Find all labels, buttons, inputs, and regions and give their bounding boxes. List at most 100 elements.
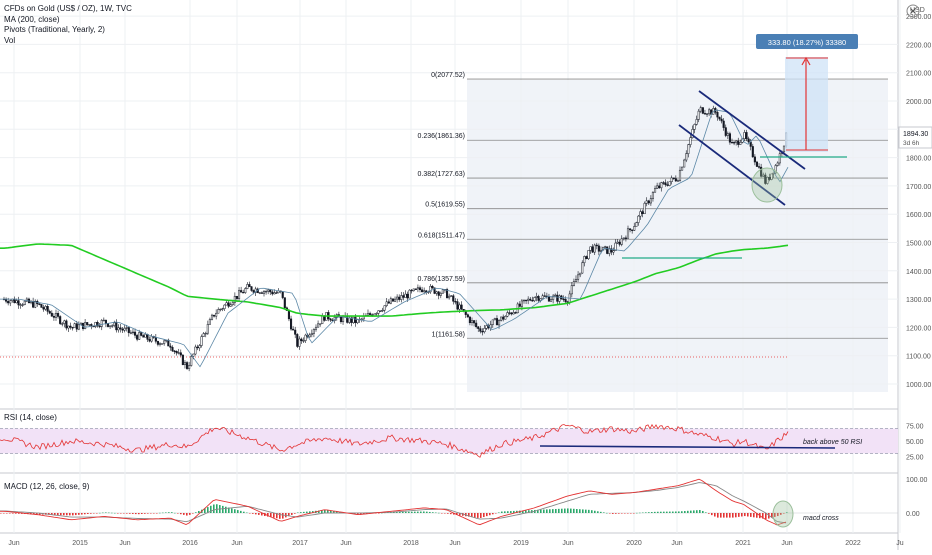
y-tick-label: 1300.00 [906, 297, 931, 304]
candle-body [564, 299, 567, 303]
candle-body [275, 292, 278, 294]
macd-histogram-bar [564, 508, 566, 513]
macd-histogram-bar [645, 512, 647, 513]
x-tick-label: 2015 [72, 540, 88, 547]
x-tick-label: 2022 [845, 540, 861, 547]
macd-histogram-bar [297, 512, 299, 513]
candle-body [720, 118, 723, 122]
macd-histogram-bar [381, 512, 383, 514]
fib-level-label: 1(1161.58) [432, 331, 465, 338]
candle-body [294, 329, 297, 335]
y-tick-label: 1100.00 [906, 354, 931, 361]
macd-histogram-bar [549, 509, 551, 513]
candle-body [468, 316, 471, 323]
candle-body [59, 316, 62, 324]
candle-body [747, 138, 750, 143]
macd-pane-label[interactable]: MACD (12, 26, close, 9) [4, 482, 90, 491]
x-tick-label: 2018 [403, 540, 419, 547]
fib-level-label: 0(2077.52) [431, 72, 465, 79]
candle-body [402, 295, 405, 298]
macd-histogram-bar [360, 513, 362, 515]
macd-histogram-bar [333, 511, 335, 513]
candle-body [631, 229, 634, 231]
macd-histogram-bar [600, 511, 602, 513]
fib-level-label: 0.618(1511.47) [418, 232, 465, 239]
macd-histogram-bar [96, 513, 98, 514]
macd-histogram-bar [405, 511, 407, 513]
candle-body [69, 325, 72, 328]
candle-body [262, 291, 266, 294]
macd-histogram-bar [444, 513, 446, 514]
candle-body [620, 238, 623, 245]
macd-histogram-bar [72, 513, 74, 516]
macd-histogram-bar [747, 513, 749, 517]
close-icon[interactable] [906, 4, 920, 18]
candle-body [348, 317, 351, 323]
candle-body [298, 338, 301, 347]
candle-body [676, 180, 679, 182]
candle-body [235, 295, 239, 299]
ma-indicator-label[interactable]: MA (200, close) [4, 14, 60, 24]
candle-body [726, 133, 729, 136]
macd-histogram-bar [156, 513, 158, 514]
candle-body [755, 161, 759, 167]
candle-body [352, 317, 355, 323]
macd-histogram-bar [168, 512, 170, 513]
macd-histogram-bar [783, 513, 785, 514]
pivots-indicator-label[interactable]: Pivots (Traditional, Yearly, 2) [4, 25, 105, 34]
rsi-tick-label: 25.00 [906, 455, 924, 462]
candle-body [177, 352, 180, 354]
y-tick-label: 2100.00 [906, 71, 931, 78]
candle-body [423, 290, 426, 293]
macd-histogram-bar [3, 513, 5, 514]
macd-histogram-bar [147, 513, 149, 514]
y-tick-label: 2300.00 [906, 14, 931, 21]
candle-body [470, 320, 474, 323]
candle-body [776, 162, 779, 166]
macd-histogram-bar [516, 510, 518, 513]
macd-histogram-bar [252, 513, 254, 514]
candle-body [766, 176, 769, 184]
rsi-pane-label[interactable]: RSI (14, close) [4, 413, 57, 422]
candle-body [641, 211, 644, 214]
candle-body [175, 351, 178, 354]
macd-histogram-bar [675, 511, 677, 513]
candle-body [308, 334, 311, 338]
macd-histogram-bar [717, 513, 719, 518]
candle-body [63, 320, 66, 324]
macd-signal-line [0, 482, 787, 524]
candle-body [385, 301, 388, 306]
candle-body [254, 288, 257, 293]
candle-body [242, 291, 245, 294]
macd-histogram-bar [582, 509, 584, 513]
macd-histogram-bar [567, 508, 569, 513]
candle-body [552, 295, 555, 300]
candle-body [219, 308, 222, 311]
volume-indicator-label[interactable]: Vol [4, 35, 16, 45]
candle-body [614, 242, 617, 251]
macd-histogram-bar [87, 513, 89, 514]
macd-histogram-bar [402, 511, 404, 513]
macd-histogram-bar [108, 512, 110, 514]
macd-histogram-bar [105, 512, 107, 513]
candle-body [541, 295, 544, 300]
macd-histogram-bar [288, 513, 290, 517]
candle-body [119, 327, 122, 330]
bottom-highlight-circle [751, 167, 783, 203]
macd-histogram-bar [453, 513, 455, 515]
short-ma-line [0, 109, 789, 368]
macd-histogram-bar [663, 511, 665, 513]
candle-body [136, 335, 139, 340]
candle-body [473, 320, 476, 324]
candle-body [668, 181, 671, 186]
candle-body [283, 297, 286, 309]
macd-histogram-bar [681, 511, 683, 513]
candle-body [635, 222, 638, 227]
candle-body [543, 295, 546, 297]
macd-histogram-bar [0, 513, 2, 514]
symbol-title[interactable]: CFDs on Gold (US$ / OZ), 1W, TVC [4, 4, 132, 13]
macd-histogram-bar [231, 508, 233, 513]
macd-histogram-bar [150, 513, 152, 514]
macd-histogram-bar [111, 512, 113, 514]
